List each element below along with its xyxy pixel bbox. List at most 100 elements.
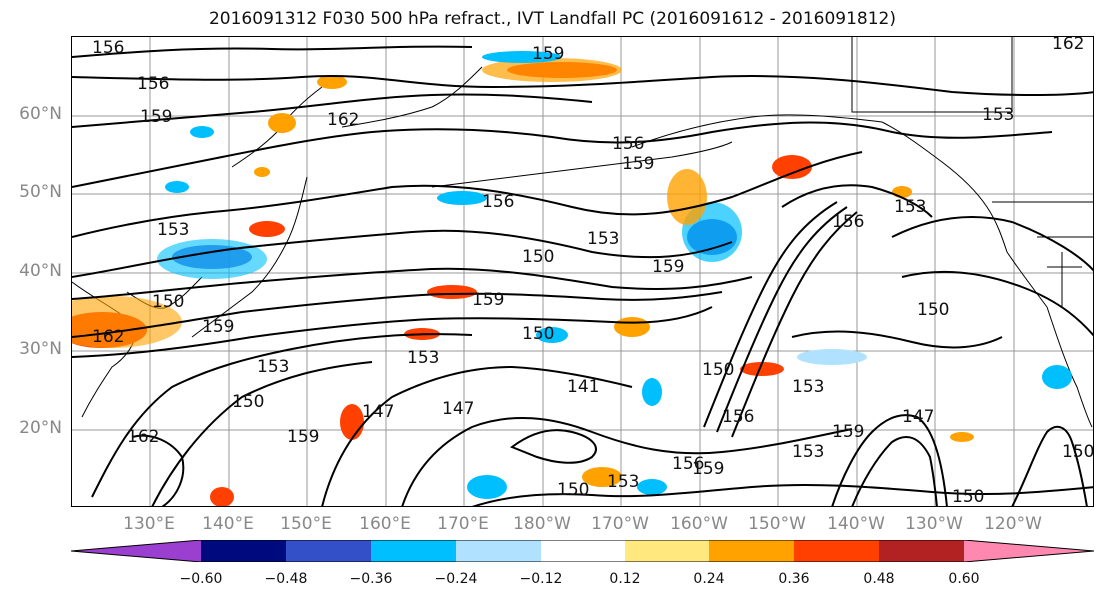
aleutian-islands — [431, 141, 733, 188]
contour-label: 150 — [232, 392, 264, 412]
anomaly-positive — [482, 58, 622, 82]
contour-line — [1011, 425, 1088, 506]
colorbar-segment — [879, 540, 964, 562]
colorbar-tick: 0.36 — [778, 571, 810, 587]
contour-line — [91, 333, 473, 498]
contour-label: 150 — [557, 480, 589, 500]
contour-line — [831, 414, 948, 506]
colorbar-segment — [371, 540, 456, 562]
contour-label: 162 — [327, 110, 359, 130]
anomaly-positive — [427, 285, 477, 299]
contour-label: 153 — [894, 197, 926, 217]
anomaly-positive — [740, 362, 784, 376]
contour-label: 159 — [832, 422, 864, 442]
contour-label: 153 — [792, 442, 824, 462]
anomaly-positive — [72, 296, 182, 348]
coastlines — [72, 37, 1093, 428]
anomaly-negative — [437, 191, 487, 205]
anomaly-negative — [467, 475, 507, 499]
map-title: 2016091312 F030 500 hPa refract., IVT La… — [208, 9, 896, 29]
contour-label: 150 — [522, 324, 554, 344]
lon-label-120w: 120°W — [984, 514, 1042, 534]
anomaly-positive — [268, 113, 296, 133]
contour-label: 150 — [952, 487, 984, 507]
colorbar-tick: −0.60 — [179, 571, 223, 587]
contour-line — [72, 45, 473, 58]
lon-label-170e: 170°E — [437, 514, 489, 534]
contour-line — [131, 434, 185, 506]
contour-label: 153 — [792, 377, 824, 397]
lat-label-20n: 20°N — [19, 418, 62, 438]
contour-label: 150 — [522, 247, 554, 267]
lon-label-130e: 130°E — [123, 514, 175, 534]
contour-label: 147 — [902, 407, 934, 427]
colorbar-tick: −0.12 — [519, 571, 563, 587]
lon-label-160w: 160°W — [670, 514, 728, 534]
siberia-coastline — [341, 66, 483, 128]
contour-line — [72, 121, 1053, 188]
lat-label-40n: 40°N — [19, 261, 62, 281]
contour-label: 162 — [92, 327, 124, 347]
contour-labels: 156 156 159 162 159 156 159 156 153 150 … — [92, 37, 1094, 507]
lon-label-150w: 150°W — [748, 514, 806, 534]
contour-line — [72, 151, 863, 238]
colorbar-segment — [286, 540, 371, 562]
contour-label: 141 — [567, 377, 599, 397]
colorbar-segment — [456, 540, 541, 562]
contour-line — [401, 416, 853, 506]
anomaly-positive — [582, 467, 622, 487]
colorbar-tick: −0.48 — [264, 571, 308, 587]
colorbar-tick: 0.60 — [948, 571, 980, 587]
contour-label: 156 — [92, 38, 124, 58]
map-panel: 156 156 159 162 159 156 159 156 153 150 … — [71, 36, 1094, 507]
alaska-coastline — [631, 114, 883, 148]
anomaly-negative — [642, 378, 662, 406]
colorbar-tick: −0.24 — [434, 571, 478, 587]
lon-label-160e: 160°E — [359, 514, 411, 534]
colorbar-graphic — [70, 539, 1095, 563]
anomaly-positive — [772, 155, 812, 179]
contour-label: 153 — [157, 220, 189, 240]
contour-label: 156 — [722, 407, 754, 427]
lon-label-140w: 140°W — [827, 514, 885, 534]
contour-label: 156 — [832, 212, 864, 232]
colorbar-tick: 0.48 — [863, 571, 895, 587]
contour-label: 150 — [152, 292, 184, 312]
contour-line — [72, 291, 723, 338]
lon-label-170w: 170°W — [591, 514, 649, 534]
lon-label-130w: 130°W — [905, 514, 963, 534]
contour-line — [791, 330, 1003, 349]
lon-label-180w: 180°W — [513, 514, 571, 534]
contour-label: 153 — [257, 357, 289, 377]
baja-coastline — [1046, 306, 1093, 428]
refractivity-contours — [72, 45, 1093, 506]
contour-line — [901, 270, 1093, 337]
contour-label: 162 — [1052, 37, 1084, 54]
contour-label: 150 — [1062, 442, 1094, 462]
anomaly-negative — [536, 327, 568, 343]
contour-line — [891, 216, 1093, 272]
contour-line — [716, 206, 848, 433]
lon-label-140e: 140°E — [202, 514, 254, 534]
contour-line — [72, 267, 753, 300]
north-america-coastline — [881, 121, 1048, 308]
contour-label: 156 — [482, 192, 514, 212]
contour-label: 159 — [652, 257, 684, 277]
colorbar-segment — [71, 540, 201, 562]
contour-label: 156 — [612, 134, 644, 154]
anomaly-positive — [340, 404, 364, 440]
contour-label: 159 — [202, 317, 234, 337]
contour-line — [321, 365, 633, 506]
anomaly-negative — [637, 479, 667, 495]
map-canvas: 156 156 159 162 159 156 159 156 153 150 … — [72, 37, 1094, 507]
contour-line — [703, 201, 838, 428]
anomaly-positive — [317, 75, 347, 89]
contour-label: 153 — [587, 229, 619, 249]
colorbar-segment — [625, 540, 709, 562]
contour-label: 159 — [472, 290, 504, 310]
contour-line — [72, 93, 593, 128]
contour-label: 159 — [692, 459, 724, 479]
contour-label: 153 — [607, 472, 639, 492]
contour-label: 153 — [407, 348, 439, 368]
contour-label: 159 — [622, 154, 654, 174]
